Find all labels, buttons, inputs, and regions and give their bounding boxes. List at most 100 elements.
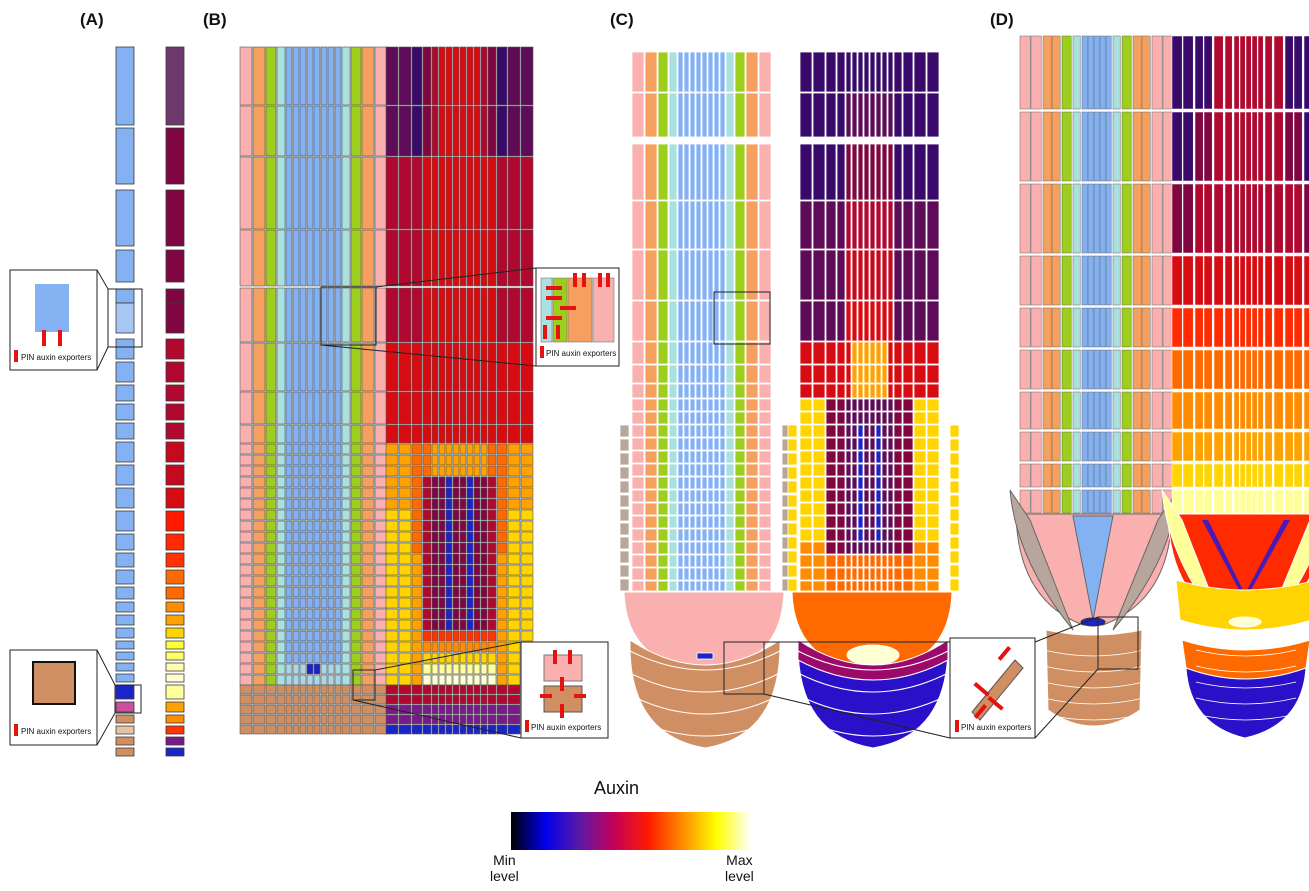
grid-cell <box>452 287 460 343</box>
pin-icon <box>987 695 1004 711</box>
tip-cell <box>689 341 696 365</box>
inset-tissue <box>540 277 553 343</box>
grid-cell <box>350 443 362 455</box>
tip-cell <box>657 398 669 412</box>
real-cell <box>1051 431 1061 462</box>
grid-cell <box>496 342 508 392</box>
tip-cell <box>857 463 864 477</box>
grid-cell <box>507 229 521 287</box>
auxin-cell <box>165 127 185 185</box>
real-cell <box>1303 35 1309 110</box>
grid-cell <box>459 564 467 576</box>
real-cell <box>1284 463 1294 488</box>
grid-cell <box>239 487 253 499</box>
real-cell <box>1251 391 1258 430</box>
grid-cell <box>473 608 481 620</box>
real-cell <box>1093 349 1100 390</box>
grid-cell <box>265 586 277 598</box>
real-cell <box>1093 431 1100 462</box>
grid-cell <box>341 714 351 725</box>
grid-cell <box>507 476 521 488</box>
tip-cell <box>902 200 914 250</box>
grid-cell <box>285 630 293 642</box>
real-cell <box>1224 391 1233 430</box>
real-cell <box>1151 35 1163 110</box>
tip-cell <box>689 92 696 138</box>
tip-cell <box>875 580 882 592</box>
real-cell <box>1141 183 1151 254</box>
grid-cell <box>306 156 314 230</box>
grid-cell <box>306 46 314 106</box>
tip-cell <box>701 51 708 93</box>
grid-cell <box>480 542 488 554</box>
grid-cell <box>252 575 266 587</box>
file-cell <box>115 673 135 683</box>
grid-cell <box>341 597 351 609</box>
real-cell <box>1093 391 1100 430</box>
tip-cell <box>657 143 669 201</box>
grid-cell <box>334 487 342 499</box>
grid-cell <box>350 564 362 576</box>
grid-cell <box>452 714 460 725</box>
grid-cell <box>252 391 266 425</box>
tip-cell <box>825 364 837 384</box>
grid-cell <box>452 229 460 287</box>
real-cell <box>1239 183 1246 254</box>
real-cell <box>1112 111 1121 182</box>
real-cell <box>1099 391 1106 430</box>
panel-label-c: (C) <box>610 10 634 29</box>
grid-cell <box>252 229 266 287</box>
grid-cell <box>306 476 314 488</box>
grid-cell <box>487 498 497 510</box>
grid-cell <box>445 575 453 587</box>
real-cell <box>1213 307 1224 348</box>
real-cell <box>1245 431 1252 462</box>
grid-cell <box>265 498 277 510</box>
real-cell <box>1284 489 1294 514</box>
grid-cell <box>239 724 253 735</box>
tip-cell <box>875 300 882 342</box>
tip-cell <box>799 249 813 301</box>
real-cell <box>1132 489 1142 514</box>
real-cell <box>1233 111 1240 182</box>
tip-cell <box>713 383 720 399</box>
real-cell <box>1030 35 1042 110</box>
tip-cell <box>845 51 852 93</box>
grid-cell <box>341 694 351 705</box>
grid-cell <box>265 663 277 675</box>
real-cell <box>1099 183 1106 254</box>
grid-cell <box>320 724 328 735</box>
grid-cell <box>327 641 335 653</box>
tip-cell <box>734 437 746 451</box>
grid-cell <box>411 608 423 620</box>
grid-cell <box>276 465 286 477</box>
grid-cell <box>265 608 277 620</box>
grid-cell <box>398 520 412 532</box>
tip-cell <box>644 92 658 138</box>
tip-cell <box>644 437 658 451</box>
grid-cell <box>299 575 307 587</box>
tip-cell <box>875 364 882 384</box>
grid-cell <box>411 724 423 735</box>
tip-cell <box>677 541 684 555</box>
colorbar <box>511 812 751 850</box>
tip-cell <box>631 580 645 592</box>
tip-cell <box>683 92 690 138</box>
tip-cell <box>812 92 826 138</box>
grid-cell <box>466 704 474 715</box>
real-cell <box>1171 111 1183 182</box>
tip-cell <box>644 476 658 490</box>
grid-cell <box>466 465 474 477</box>
tip-cell <box>875 424 882 438</box>
grid-cell <box>507 443 521 455</box>
tip-cell <box>668 143 678 201</box>
grid-cell <box>276 531 286 543</box>
tip-cell <box>851 143 858 201</box>
tip-cell <box>689 411 696 425</box>
grid-cell <box>299 520 307 532</box>
grid-cell <box>466 714 474 725</box>
tip-cell <box>863 300 870 342</box>
inset-cell <box>32 661 76 705</box>
grid-cell <box>252 287 266 343</box>
tip-cell <box>913 463 927 477</box>
